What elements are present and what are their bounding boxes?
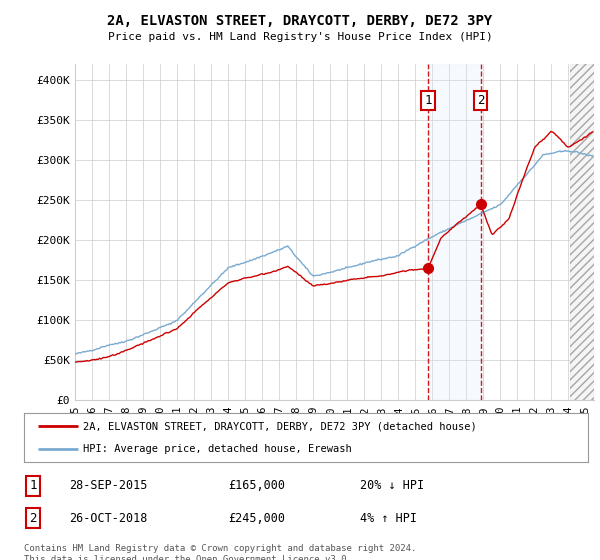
Text: 2: 2 [29, 511, 37, 525]
Text: 1: 1 [424, 94, 432, 107]
Bar [570, 64, 594, 400]
Text: Contains HM Land Registry data © Crown copyright and database right 2024.
This d: Contains HM Land Registry data © Crown c… [24, 544, 416, 560]
Text: 28-SEP-2015: 28-SEP-2015 [69, 479, 148, 492]
Text: £245,000: £245,000 [228, 511, 285, 525]
Text: 2A, ELVASTON STREET, DRAYCOTT, DERBY, DE72 3PY: 2A, ELVASTON STREET, DRAYCOTT, DERBY, DE… [107, 14, 493, 28]
Text: 20% ↓ HPI: 20% ↓ HPI [360, 479, 424, 492]
Text: 1: 1 [29, 479, 37, 492]
Text: 2: 2 [477, 94, 484, 107]
Text: Price paid vs. HM Land Registry's House Price Index (HPI): Price paid vs. HM Land Registry's House … [107, 32, 493, 42]
Text: 26-OCT-2018: 26-OCT-2018 [69, 511, 148, 525]
Text: HPI: Average price, detached house, Erewash: HPI: Average price, detached house, Erew… [83, 444, 352, 454]
Text: 2A, ELVASTON STREET, DRAYCOTT, DERBY, DE72 3PY (detached house): 2A, ELVASTON STREET, DRAYCOTT, DERBY, DE… [83, 421, 477, 431]
Bar [570, 64, 594, 400]
Text: 4% ↑ HPI: 4% ↑ HPI [360, 511, 417, 525]
Text: £165,000: £165,000 [228, 479, 285, 492]
Bar [428, 64, 481, 400]
